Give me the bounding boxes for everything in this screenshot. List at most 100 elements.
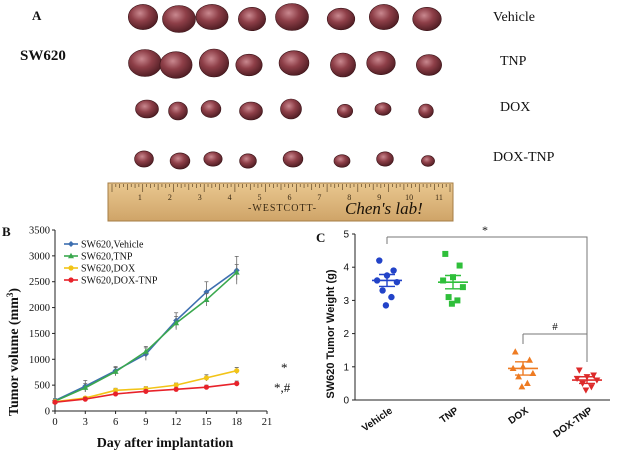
- c-data-point: [511, 348, 519, 355]
- tumor-dox-tnp-1: [134, 150, 154, 168]
- b-data-point: [173, 382, 179, 388]
- c-sig-bottom: #: [552, 321, 558, 333]
- tumor-volume-chart: B 0 500 1000 1500 2000 2500 3000 3500 0 3 6 9 12 15 18…: [2, 224, 291, 451]
- tumor-dox-4: [239, 101, 263, 121]
- c-data-point: [440, 277, 447, 284]
- b-legend-marker: [68, 252, 74, 259]
- group-label-dox-tnp: DOX-TNP: [493, 150, 555, 165]
- ruler-number: 6: [287, 193, 291, 202]
- c-data-point: [454, 297, 461, 304]
- b-sig-bottom: *,#: [274, 380, 291, 395]
- ruler-brand: -WESTCOTT-: [248, 203, 317, 214]
- c-y-tick-label: 1: [343, 362, 349, 373]
- b-y-tick-label: 1500: [29, 329, 50, 340]
- ruler-number: 5: [258, 193, 262, 202]
- c-data-point: [382, 302, 390, 309]
- tumor-dox-5: [280, 98, 302, 120]
- tumor-dox-tnp-3: [203, 151, 223, 167]
- b-data-point: [203, 375, 210, 381]
- c-category-label: TNP: [438, 405, 461, 426]
- c-y-tick-label: 4: [343, 263, 349, 274]
- b-y-tick-label: 3500: [29, 226, 50, 237]
- tumor-photo: 1 2 3 4 5 6 7 8 9 10 11 -WESTCOTT- Chen's lab!: [107, 3, 454, 222]
- b-data-point: [82, 384, 89, 390]
- tumor-vehicle-5: [275, 3, 309, 31]
- c-sem-bar: [579, 376, 595, 385]
- b-x-tick-label: 18: [231, 417, 242, 428]
- tumor-dox-tnp-7: [376, 151, 394, 167]
- tumor-dox-tnp-6: [333, 154, 351, 168]
- group-label-dox: DOX: [500, 100, 531, 115]
- c-y-tick-label: 2: [343, 329, 349, 340]
- c-data-point: [582, 387, 590, 394]
- c-data-point: [388, 293, 395, 301]
- tumor-vehicle-6: [326, 7, 356, 31]
- b-data-point: [203, 296, 210, 303]
- tumor-dox-7: [374, 102, 392, 116]
- c-data-point: [379, 287, 386, 294]
- c-data-point: [442, 250, 449, 257]
- b-y-tick-label: 3000: [29, 251, 50, 262]
- tumor-tnp-7: [366, 50, 396, 75]
- c-data-point: [448, 300, 455, 307]
- c-category-label: Vehicle: [360, 405, 395, 434]
- c-sem-bar: [515, 361, 531, 376]
- tumor-vehicle-1: [128, 4, 159, 30]
- ruler-handwriting: Chen's lab!: [345, 199, 423, 218]
- c-data-point: [445, 294, 452, 301]
- tumor-tnp-4: [235, 53, 263, 77]
- b-data-point: [112, 391, 119, 397]
- tumor-tnp-5: [278, 50, 310, 76]
- b-data-point: [233, 269, 240, 275]
- c-category-label: DOX-TNP: [552, 405, 595, 440]
- ruler-number: 1: [138, 193, 142, 202]
- b-y-tick-label: 2000: [29, 303, 50, 314]
- b-legend-marker: [68, 265, 74, 271]
- panel-a-letter: A: [32, 8, 42, 23]
- c-group-1: [438, 250, 468, 307]
- b-data-point: [203, 384, 210, 390]
- ruler-number: 10: [405, 193, 413, 202]
- tumor-tnp-2: [159, 51, 193, 79]
- c-data-point: [575, 367, 583, 374]
- c-data-point: [459, 284, 466, 291]
- ruler-number: 9: [377, 193, 381, 202]
- tumor-vehicle-8: [412, 7, 442, 31]
- panel-b-letter: B: [2, 224, 11, 239]
- b-data-point: [82, 396, 88, 402]
- b-data-point: [234, 380, 240, 387]
- ruler-number: 2: [168, 193, 172, 202]
- c-y-tick-label: 5: [343, 230, 349, 241]
- c-data-point: [573, 375, 581, 383]
- b-data-point: [143, 388, 149, 394]
- b-data-point: [173, 386, 179, 392]
- b-y-tick-label: 500: [34, 381, 50, 392]
- c-y-axis-label: SW620 Tumor Weight (g): [325, 269, 337, 398]
- c-y-tick-label: 0: [343, 396, 349, 407]
- b-x-axis-label: Day after implantation: [97, 436, 234, 451]
- tumor-dox-tnp-2: [169, 152, 191, 170]
- tumor-vehicle-2: [162, 5, 196, 33]
- tumor-dox-1: [135, 99, 159, 119]
- b-legend-label: SW620,Vehicle: [81, 240, 144, 251]
- tumor-vehicle-7: [368, 4, 399, 30]
- c-sem-bar: [445, 274, 461, 290]
- tumor-vehicle-4: [238, 7, 266, 31]
- c-category-label: DOX: [507, 405, 531, 427]
- b-legend-label: SW620,DOX-TNP: [81, 276, 158, 287]
- tumor-dox-tnp-4: [239, 153, 257, 169]
- tumor-weight-chart: C 0 1 2 3 4 5 Vehicle TNP DOX DOX-TNP SW620 Tumor…: [316, 223, 610, 440]
- c-data-point: [515, 373, 522, 380]
- tumor-tnp-8: [416, 54, 442, 76]
- b-x-tick-label: 0: [52, 417, 57, 428]
- panel-c-letter: C: [316, 230, 325, 245]
- c-group-3: [572, 367, 602, 394]
- b-x-tick-label: 15: [201, 417, 212, 428]
- ruler: 1 2 3 4 5 6 7 8 9 10 11 -WESTCOTT- Chen's lab!: [107, 182, 454, 222]
- tumor-dox-tnp-8: [421, 155, 435, 167]
- b-series-line: [54, 269, 238, 402]
- c-significance: * #: [386, 223, 588, 362]
- b-x-tick-label: 6: [113, 417, 118, 428]
- b-legend-label: SW620,TNP: [81, 252, 133, 263]
- b-y-tick-label: 1000: [29, 355, 50, 366]
